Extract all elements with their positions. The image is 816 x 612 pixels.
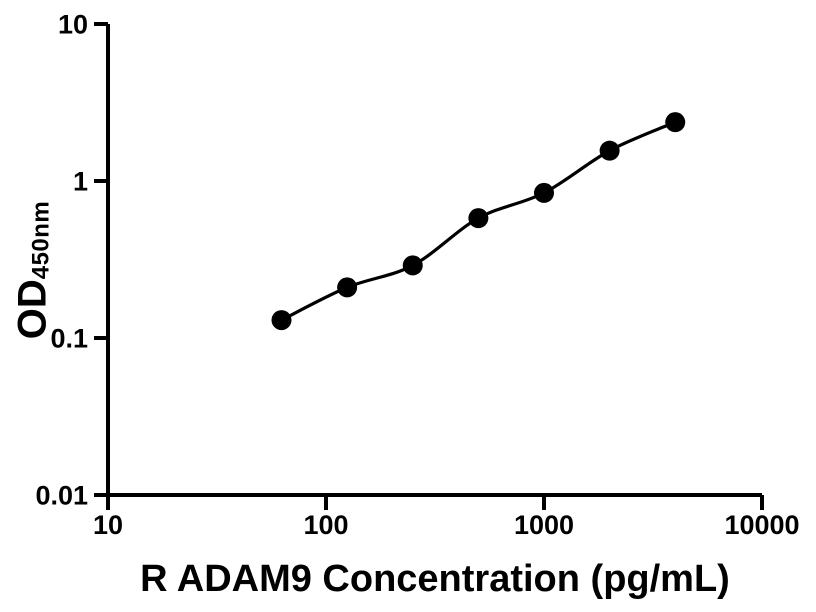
y-axis-ticks: 10 1 0.1 0.01	[35, 10, 108, 511]
x-tick-label: 100	[303, 510, 348, 540]
data-points	[271, 112, 686, 331]
data-point-marker	[468, 208, 489, 229]
y-tick-label: 0.1	[50, 324, 88, 354]
x-tick-label: 10000	[724, 510, 799, 540]
y-axis-title-main: OD	[10, 279, 55, 340]
axis-spine	[106, 24, 762, 497]
y-tick-label: 10	[58, 10, 88, 40]
y-axis-title-subscript: 450nm	[27, 200, 55, 280]
x-tick-label: 1000	[514, 510, 574, 540]
axes	[106, 24, 762, 497]
x-axis-ticks: 10 100 1000 10000	[93, 495, 800, 540]
data-point-marker	[402, 255, 423, 276]
data-point-marker	[271, 310, 292, 331]
data-point-marker	[534, 182, 554, 203]
data-point-marker	[665, 112, 686, 133]
y-axis-title: OD450nm	[11, 201, 56, 340]
y-tick-label: 0.01	[35, 481, 88, 511]
data-point-marker	[337, 277, 358, 298]
x-tick-label: 10	[93, 510, 123, 540]
y-tick-label: 1	[73, 167, 88, 197]
x-axis-title: R ADAM9 Concentration (pg/mL)	[140, 558, 730, 600]
data-point-marker	[599, 140, 620, 161]
